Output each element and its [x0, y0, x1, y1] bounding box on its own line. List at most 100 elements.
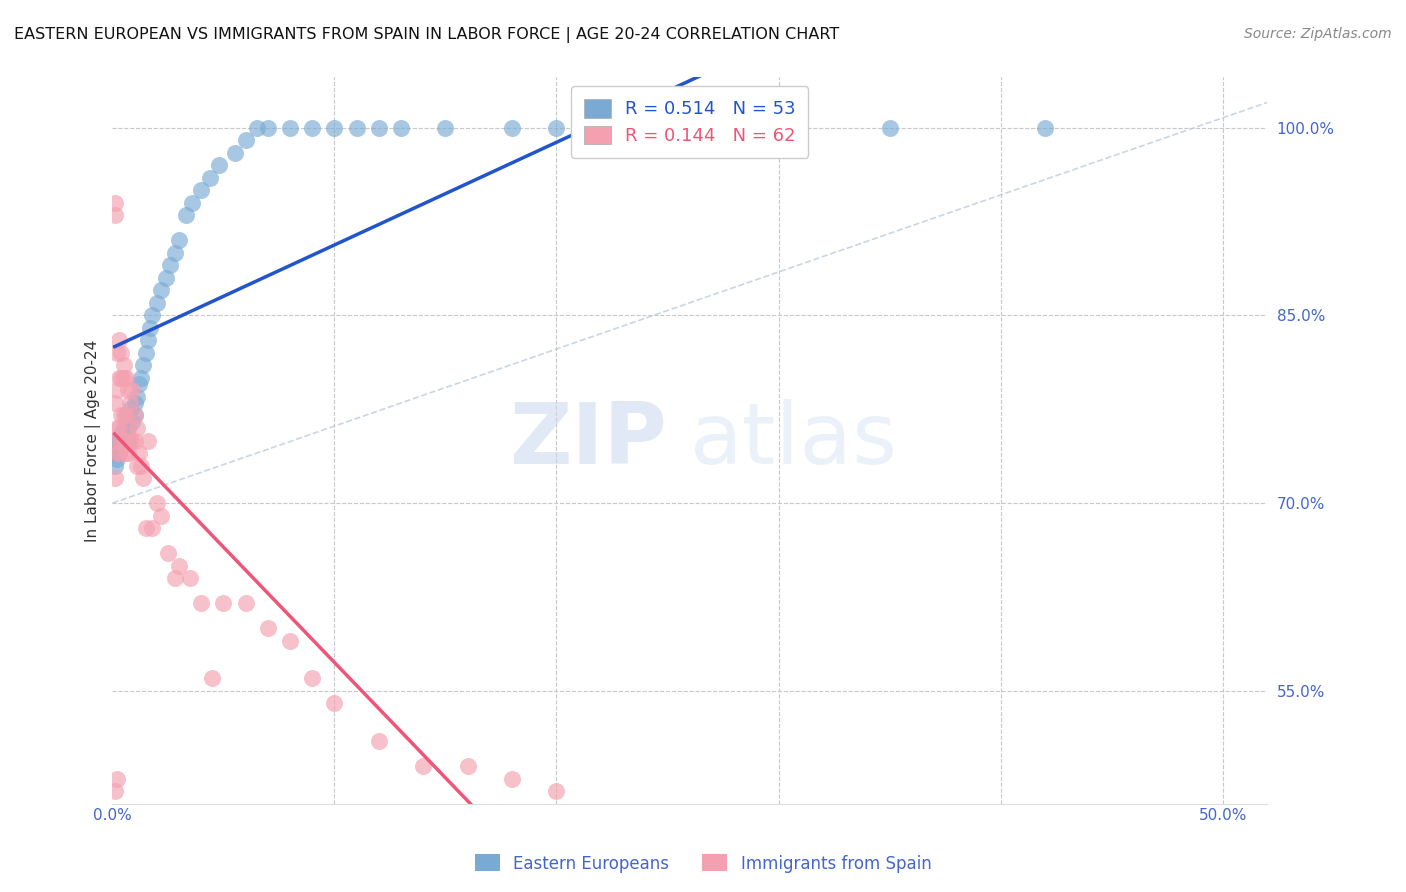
Point — [108, 421, 131, 435]
Point — [105, 452, 128, 467]
Point — [367, 734, 389, 748]
Point — [114, 371, 136, 385]
Text: atlas: atlas — [690, 399, 897, 482]
Point — [132, 471, 155, 485]
Point — [114, 409, 136, 423]
Point — [104, 434, 127, 448]
Point — [112, 434, 135, 448]
Point — [367, 120, 389, 135]
Point — [879, 120, 901, 135]
Point — [174, 208, 197, 222]
Point — [125, 390, 148, 404]
Point — [117, 446, 139, 460]
Point — [141, 521, 163, 535]
Point — [117, 434, 139, 448]
Point — [235, 133, 257, 147]
Point — [110, 371, 132, 385]
Point — [104, 208, 127, 222]
Point — [190, 183, 212, 197]
Point — [108, 371, 131, 385]
Point — [104, 396, 127, 410]
Point — [110, 440, 132, 454]
Point — [163, 571, 186, 585]
Point — [112, 421, 135, 435]
Point — [657, 120, 679, 135]
Point — [128, 446, 150, 460]
Point — [256, 621, 278, 635]
Point — [121, 384, 143, 398]
Point — [124, 434, 146, 448]
Point — [346, 120, 368, 135]
Point — [129, 371, 152, 385]
Point — [155, 270, 177, 285]
Point — [146, 496, 169, 510]
Point — [278, 633, 301, 648]
Point — [104, 195, 127, 210]
Point — [501, 120, 523, 135]
Point — [105, 421, 128, 435]
Point — [156, 546, 179, 560]
Point — [181, 195, 204, 210]
Legend: R = 0.514   N = 53, R = 0.144   N = 62: R = 0.514 N = 53, R = 0.144 N = 62 — [571, 87, 808, 158]
Point — [389, 120, 412, 135]
Point — [110, 434, 132, 448]
Point — [120, 434, 142, 448]
Point — [124, 409, 146, 423]
Point — [190, 596, 212, 610]
Point — [117, 384, 139, 398]
Point — [135, 346, 157, 360]
Point — [105, 446, 128, 460]
Point — [121, 434, 143, 448]
Point — [114, 446, 136, 460]
Point — [124, 409, 146, 423]
Text: EASTERN EUROPEAN VS IMMIGRANTS FROM SPAIN IN LABOR FORCE | AGE 20-24 CORRELATION: EASTERN EUROPEAN VS IMMIGRANTS FROM SPAI… — [14, 27, 839, 43]
Point — [120, 396, 142, 410]
Point — [212, 596, 235, 610]
Point — [136, 334, 159, 348]
Point — [167, 558, 190, 573]
Point — [117, 421, 139, 435]
Point — [121, 415, 143, 429]
Point — [117, 421, 139, 435]
Point — [112, 359, 135, 373]
Point — [124, 396, 146, 410]
Point — [167, 233, 190, 247]
Point — [546, 120, 568, 135]
Point — [139, 321, 162, 335]
Point — [104, 458, 127, 473]
Point — [105, 346, 128, 360]
Point — [150, 508, 173, 523]
Point — [110, 346, 132, 360]
Point — [104, 784, 127, 798]
Point — [104, 434, 127, 448]
Text: Source: ZipAtlas.com: Source: ZipAtlas.com — [1244, 27, 1392, 41]
Point — [112, 434, 135, 448]
Point — [128, 377, 150, 392]
Point — [141, 309, 163, 323]
Point — [246, 120, 269, 135]
Point — [104, 471, 127, 485]
Point — [434, 120, 457, 135]
Point — [108, 434, 131, 448]
Point — [114, 409, 136, 423]
Point — [136, 434, 159, 448]
Point — [198, 170, 221, 185]
Point — [179, 571, 201, 585]
Point — [457, 759, 479, 773]
Point — [108, 446, 131, 460]
Point — [108, 446, 131, 460]
Point — [146, 295, 169, 310]
Point — [501, 772, 523, 786]
Point — [201, 672, 224, 686]
Point — [129, 458, 152, 473]
Point — [208, 158, 231, 172]
Point — [323, 120, 346, 135]
Point — [120, 402, 142, 417]
Point — [1033, 120, 1056, 135]
Point — [256, 120, 278, 135]
Point — [108, 334, 131, 348]
Point — [150, 283, 173, 297]
Legend: Eastern Europeans, Immigrants from Spain: Eastern Europeans, Immigrants from Spain — [468, 847, 938, 880]
Point — [112, 409, 135, 423]
Point — [104, 446, 127, 460]
